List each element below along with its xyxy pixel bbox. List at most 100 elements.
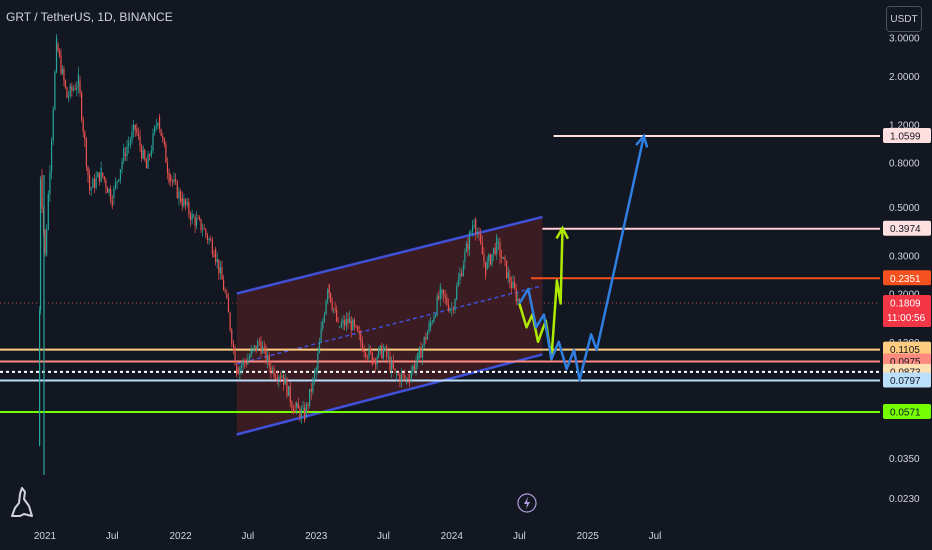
candle-body — [374, 359, 377, 365]
candle-body — [100, 167, 102, 182]
candle-body — [456, 286, 458, 300]
candle-body — [215, 249, 217, 262]
candles — [39, 33, 521, 447]
candle-body — [430, 321, 432, 328]
candle-body — [379, 345, 381, 349]
candle-body — [286, 378, 288, 397]
candle-body — [327, 289, 329, 301]
candle-body — [404, 374, 406, 379]
candle-body — [313, 372, 316, 379]
candle-body — [370, 348, 372, 353]
candle-body — [270, 366, 272, 375]
candle-body — [179, 191, 182, 202]
candle-body — [236, 364, 238, 375]
candle-body — [312, 378, 314, 392]
candle-body — [510, 282, 513, 288]
candle-body — [337, 321, 339, 322]
candle-body — [77, 74, 80, 87]
candle-body — [412, 365, 414, 372]
candle-body — [515, 288, 517, 302]
candle-body — [447, 304, 450, 311]
candle-body — [181, 197, 183, 206]
candle-body — [255, 345, 257, 351]
countdown-text: 11:00:56 — [887, 313, 926, 324]
candle-body — [307, 404, 309, 407]
candle-body — [129, 140, 131, 144]
candle-body — [124, 153, 127, 156]
candle-body — [273, 368, 275, 377]
candle-body — [123, 147, 125, 161]
candle-body — [442, 289, 445, 296]
candle-body — [284, 378, 286, 385]
candle-body — [400, 373, 403, 382]
candle-body — [54, 71, 56, 110]
candle-body — [163, 138, 165, 145]
candle-body — [39, 179, 42, 311]
candle-body — [118, 179, 120, 182]
candle-body — [47, 194, 49, 230]
candle-body — [480, 234, 482, 243]
y-tick-label-4: 0.5000 — [889, 203, 920, 214]
candle-body — [497, 242, 499, 244]
candle-body — [160, 128, 162, 137]
candle-body — [240, 365, 243, 368]
candle-body — [253, 345, 256, 349]
price-label-8: 0.0571 — [883, 404, 931, 419]
candle-body — [188, 202, 190, 215]
candle-body — [194, 216, 196, 226]
candle-body — [468, 232, 471, 250]
candle-body — [60, 55, 62, 74]
candle-body — [446, 297, 448, 305]
candle-body — [229, 312, 231, 330]
candle-body — [381, 345, 383, 359]
candle-body — [386, 347, 388, 357]
y-tick-label-2: 1.2000 — [889, 120, 920, 131]
candle-body — [309, 389, 311, 407]
candle-body — [165, 144, 167, 163]
candle-body — [461, 273, 463, 276]
tradingview-logo-icon[interactable] — [8, 486, 34, 525]
candle-body — [226, 293, 228, 298]
candle-body — [85, 139, 87, 167]
candle-body — [421, 345, 424, 358]
candle-body — [131, 131, 133, 141]
candle-body — [410, 371, 412, 380]
candle-body — [344, 320, 346, 326]
price-label-text: 0.2351 — [890, 274, 921, 285]
candle-body — [113, 188, 115, 198]
price-label-text: 1.0599 — [890, 132, 921, 143]
candle-body — [66, 87, 68, 98]
candle-body — [216, 259, 218, 262]
price-label-bg — [883, 270, 931, 286]
candle-body — [136, 128, 138, 134]
candle-body — [471, 226, 474, 232]
candle-body — [494, 247, 496, 255]
candle-body — [475, 219, 477, 234]
y-tick-label-0: 3.0000 — [889, 34, 920, 45]
lightning-bolt-icon[interactable] — [517, 493, 537, 518]
price-label-bg — [883, 341, 931, 357]
candle-body — [340, 323, 343, 327]
candle-body — [426, 331, 429, 340]
projection-green-arrowhead — [555, 225, 570, 240]
candle-body — [355, 325, 357, 327]
candle-body — [356, 326, 359, 332]
candle-body — [58, 51, 61, 56]
candle-body — [197, 217, 199, 219]
x-tick-label-4: 2023 — [305, 531, 328, 542]
candle-body — [459, 273, 461, 280]
projection-blue-arrowhead — [635, 133, 649, 148]
candle-body — [102, 172, 104, 177]
candle-body — [452, 308, 455, 310]
x-tick-label-9: Jul — [649, 531, 662, 542]
candle-body — [304, 407, 306, 421]
candle-body — [162, 136, 164, 139]
currency-button[interactable]: USDT — [886, 6, 922, 32]
candle-body — [237, 369, 239, 374]
candle-body — [438, 296, 440, 299]
candle-body — [320, 328, 322, 343]
candle-body — [514, 281, 516, 289]
candle-body — [415, 362, 417, 370]
candle-body — [352, 319, 354, 331]
